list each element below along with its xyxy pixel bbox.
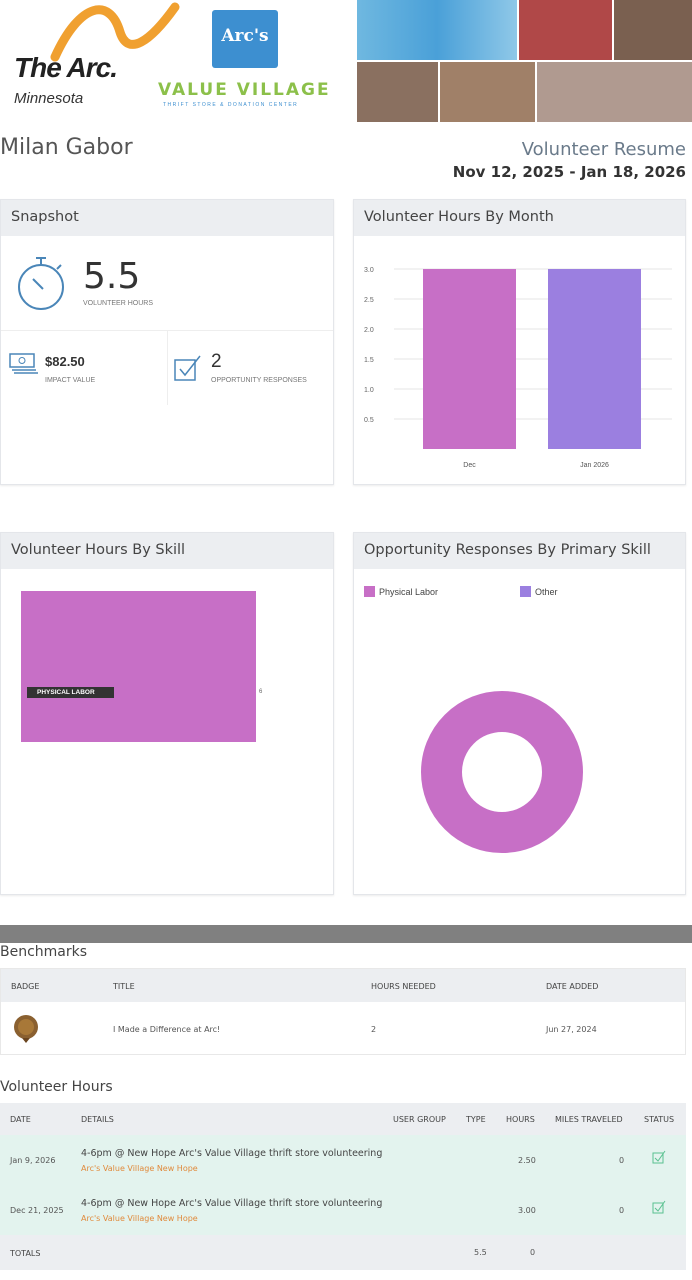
benchmarks-table: BADGE TITLE HOURS NEEDED DATE ADDED I Ma… bbox=[0, 968, 686, 1055]
col-date: DATE bbox=[10, 1115, 31, 1124]
month-bar[interactable] bbox=[548, 269, 641, 449]
benchmark-hours: 2 bbox=[371, 1025, 377, 1034]
legend-swatch-other bbox=[520, 586, 531, 597]
col-details: DETAILS bbox=[81, 1115, 114, 1124]
x-tick-label: Jan 2026 bbox=[580, 462, 609, 469]
stopwatch-icon bbox=[18, 257, 64, 310]
arc-logo-title: The Arc. bbox=[14, 52, 118, 83]
bag-text: Arc's bbox=[221, 26, 269, 46]
totals-miles: 0 bbox=[530, 1248, 536, 1257]
row-miles: 0 bbox=[619, 1156, 625, 1165]
volunteer-hours-title: Volunteer Hours bbox=[0, 1079, 113, 1095]
row-date: Jan 9, 2026 bbox=[10, 1156, 56, 1165]
hours-value: 5.5 bbox=[83, 256, 141, 297]
month-bar[interactable] bbox=[423, 269, 516, 449]
col-date-added: DATE ADDED bbox=[546, 982, 599, 991]
responses-value: 2 bbox=[211, 351, 222, 372]
y-tick-label: 3.0 bbox=[364, 267, 374, 274]
row-date: Dec 21, 2025 bbox=[10, 1206, 64, 1215]
y-tick-label: 2.0 bbox=[364, 327, 374, 334]
hours-by-month-card: Volunteer Hours By Month 0.5 1.0 1.5 2.0 2.5… bbox=[353, 199, 686, 485]
volunteer-hours-table: DATE DETAILS USER GROUP TYPE HOURS MILES… bbox=[0, 1103, 686, 1270]
y-tick-label: 0.5 bbox=[364, 417, 374, 424]
donut-chart-title: Opportunity Responses By Primary Skill bbox=[354, 533, 685, 569]
photo-man bbox=[614, 0, 692, 60]
impact-label: IMPACT VALUE bbox=[45, 377, 96, 384]
doc-title: Volunteer Resume bbox=[521, 139, 686, 160]
y-tick-label: 2.5 bbox=[364, 297, 374, 304]
skill-bar-label: PHYSICAL LABOR bbox=[27, 687, 114, 698]
snapshot-card: Snapshot 5.5 VOLUNTEER HOURS $82.50 IMPA… bbox=[0, 199, 334, 485]
col-title: TITLE bbox=[113, 982, 135, 991]
section-divider bbox=[0, 925, 692, 943]
snapshot-title: Snapshot bbox=[1, 200, 333, 236]
row-org-link[interactable]: Arc's Value Village New Hope bbox=[81, 1164, 198, 1173]
benchmark-date: Jun 27, 2024 bbox=[546, 1025, 597, 1034]
photo-group bbox=[357, 62, 438, 122]
col-type: TYPE bbox=[466, 1115, 486, 1124]
month-chart: 0.5 1.0 1.5 2.0 2.5 3.0 Dec Jan 2026 bbox=[364, 267, 672, 469]
responses-by-skill-card: Opportunity Responses By Primary Skill P… bbox=[353, 532, 686, 895]
arc-swoosh-icon bbox=[50, 2, 180, 62]
legend-swatch-physical bbox=[364, 586, 375, 597]
skill-bar bbox=[21, 591, 256, 742]
totals-label: TOTALS bbox=[10, 1249, 41, 1258]
row-hours: 2.50 bbox=[518, 1156, 536, 1165]
month-chart-title: Volunteer Hours By Month bbox=[354, 200, 685, 236]
value-village-sub: THRIFT STORE & DONATION CENTER bbox=[163, 102, 299, 108]
skill-bar-value: 6 bbox=[259, 689, 263, 695]
volunteer-name: Milan Gabor bbox=[0, 135, 133, 160]
col-user-group: USER GROUP bbox=[393, 1115, 446, 1124]
photo-volunteers bbox=[357, 0, 517, 60]
donut-chart bbox=[421, 691, 583, 853]
y-tick-label: 1.5 bbox=[364, 357, 374, 364]
bag-icon: Arc's bbox=[212, 10, 278, 68]
totals-hours: 5.5 bbox=[474, 1248, 487, 1257]
col-hours-needed: HOURS NEEDED bbox=[371, 982, 436, 991]
photo-workers bbox=[537, 62, 692, 122]
impact-value: $82.50 bbox=[45, 354, 85, 369]
col-badge: BADGE bbox=[11, 982, 40, 991]
row-miles: 0 bbox=[619, 1206, 625, 1215]
col-miles: MILES TRAVELED bbox=[555, 1115, 623, 1124]
responses-label: OPPORTUNITY RESPONSES bbox=[211, 377, 307, 384]
donut-slice-physical-labor[interactable] bbox=[421, 691, 583, 853]
arc-logo-sub: Minnesota bbox=[14, 90, 84, 107]
y-tick-label: 1.0 bbox=[364, 387, 374, 394]
row-hours: 3.00 bbox=[518, 1206, 536, 1215]
x-tick-label: Dec bbox=[463, 462, 476, 469]
benchmarks-title: Benchmarks bbox=[0, 944, 88, 960]
legend-other[interactable]: Other bbox=[535, 587, 558, 597]
value-village-logo: VALUE VILLAGE bbox=[158, 80, 331, 100]
badge-icon bbox=[14, 1015, 38, 1043]
row-org-link[interactable]: Arc's Value Village New Hope bbox=[81, 1214, 198, 1223]
photo-shelves bbox=[440, 62, 535, 122]
row-details[interactable]: 4-6pm @ New Hope Arc's Value Village thr… bbox=[81, 1198, 383, 1209]
checkbox-icon bbox=[174, 355, 201, 381]
col-hours: HOURS bbox=[506, 1115, 535, 1124]
photo-store bbox=[519, 0, 612, 60]
benchmark-title: I Made a Difference at Arc! bbox=[113, 1025, 221, 1034]
legend-physical-labor[interactable]: Physical Labor bbox=[379, 587, 439, 597]
status-approved-icon bbox=[652, 1200, 666, 1214]
date-range: Nov 12, 2025 - Jan 18, 2026 bbox=[452, 163, 686, 181]
hours-by-skill-card: Volunteer Hours By Skill PHYSICAL LABOR … bbox=[0, 532, 334, 895]
skill-chart-title: Volunteer Hours By Skill bbox=[1, 533, 333, 569]
hours-label: VOLUNTEER HOURS bbox=[83, 300, 154, 307]
totals-row bbox=[0, 1235, 686, 1270]
money-icon bbox=[9, 353, 38, 374]
status-approved-icon bbox=[652, 1150, 666, 1164]
col-status: STATUS bbox=[644, 1115, 675, 1124]
row-details[interactable]: 4-6pm @ New Hope Arc's Value Village thr… bbox=[81, 1148, 383, 1159]
